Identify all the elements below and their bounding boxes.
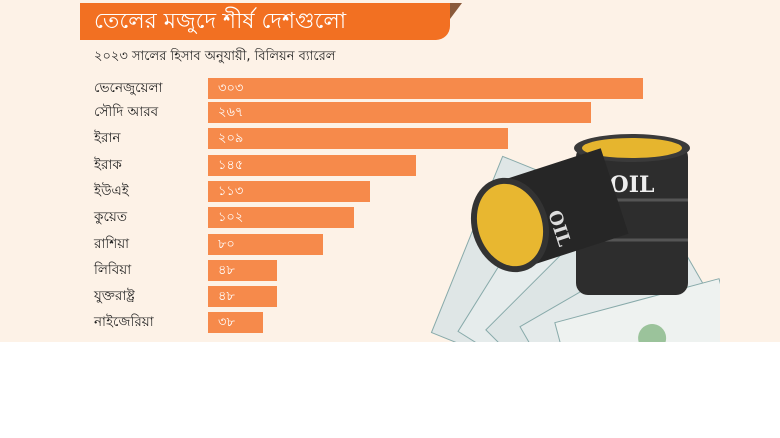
- value-label: ২০৯: [218, 131, 244, 146]
- value-label: ৩৮: [218, 315, 235, 330]
- value-label: ২৬৭: [218, 105, 244, 120]
- bar: [208, 155, 417, 176]
- value-label: ৪৮: [218, 289, 235, 304]
- category-label: নাইজেরিয়া: [94, 314, 154, 330]
- value-label: ৩০৩: [218, 81, 244, 96]
- barrel-label: OIL: [610, 172, 655, 198]
- category-label: লিবিয়া: [94, 262, 132, 278]
- category-label: কুয়েত: [94, 209, 127, 225]
- oil-money-illustration: OIL OIL: [430, 134, 720, 342]
- category-label: ইরাক: [94, 157, 122, 173]
- tipped-oil-barrel-icon: OIL: [470, 148, 629, 273]
- infographic-panel: তেলের মজুদে শীর্ষ দেশগুলো ২০২৩ সালের হিস…: [0, 0, 780, 342]
- bar: [208, 312, 263, 333]
- bar: [208, 102, 592, 123]
- category-label: ভেনেজুয়েলা: [94, 80, 163, 96]
- chart-subtitle: ২০২৩ সালের হিসাব অনুযায়ী, বিলিয়ন ব্যার…: [94, 49, 336, 64]
- banner-fold: [450, 3, 462, 19]
- bar: [208, 78, 643, 99]
- value-label: ১১৩: [218, 184, 244, 199]
- bar: [208, 234, 323, 255]
- value-label: ১০২: [218, 210, 244, 225]
- bar: [208, 260, 277, 281]
- category-label: যুক্তরাষ্ট্র: [94, 288, 135, 304]
- value-label: ৪৮: [218, 263, 235, 278]
- bar: [208, 286, 277, 307]
- category-label: ইরান: [94, 130, 121, 146]
- category-label: সৌদি আরব: [94, 104, 159, 120]
- value-label: ৮০: [218, 237, 235, 252]
- value-label: ১৪৫: [218, 158, 244, 173]
- bar: [208, 181, 371, 202]
- category-label: রাশিয়া: [94, 236, 130, 252]
- bar: [208, 128, 509, 149]
- bar: [208, 207, 355, 228]
- category-label: ইউএই: [94, 183, 129, 199]
- chart-title: তেলের মজুদে শীর্ষ দেশগুলো: [80, 3, 450, 40]
